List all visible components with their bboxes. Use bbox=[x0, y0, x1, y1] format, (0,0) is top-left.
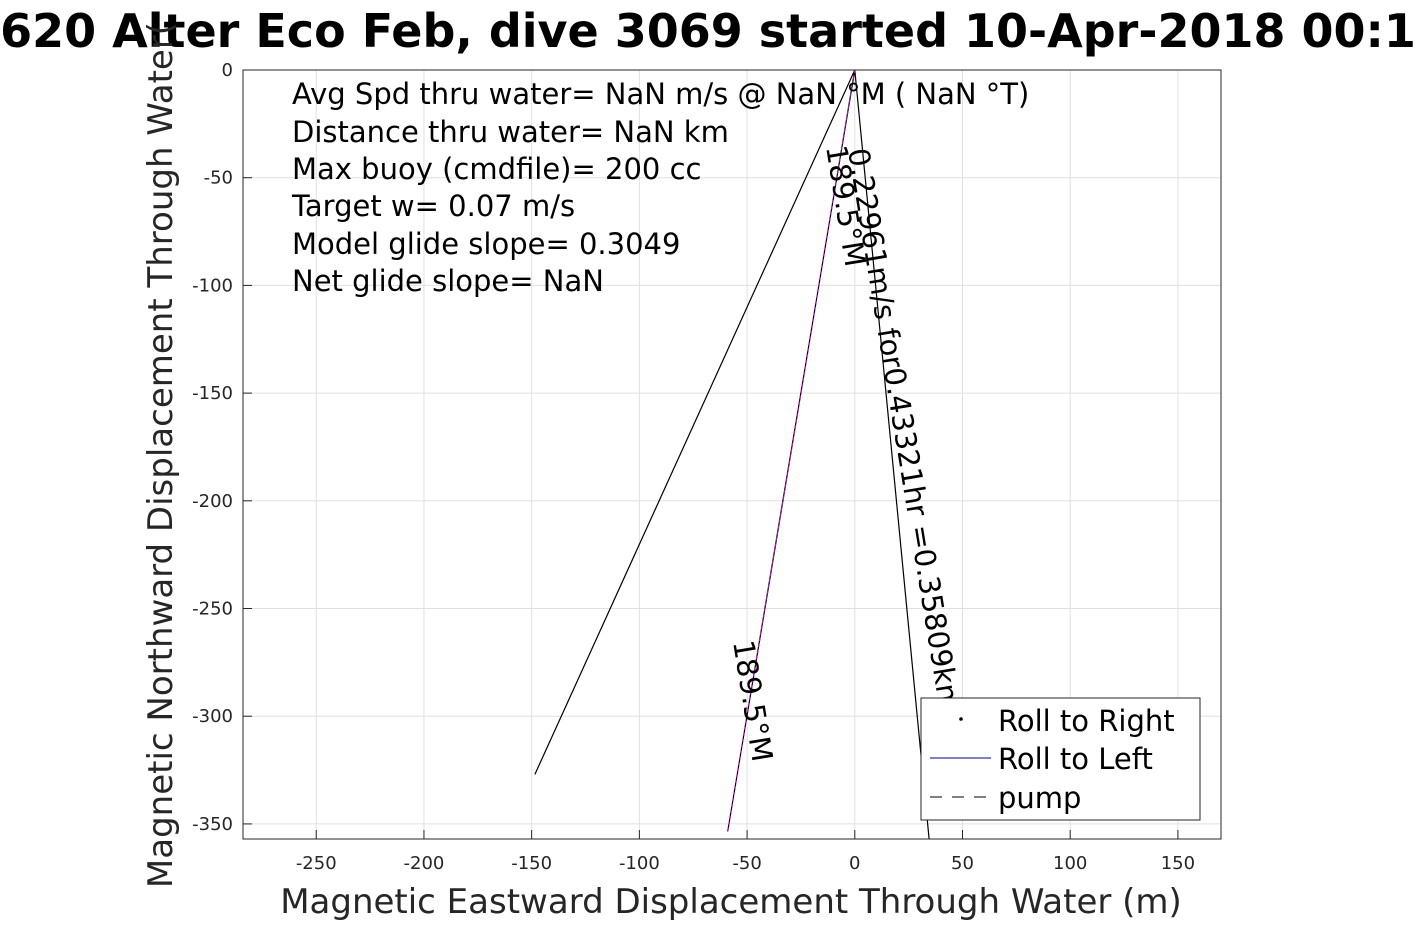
y-tick-label: -50 bbox=[204, 168, 233, 189]
plot-lines bbox=[534, 69, 930, 840]
info-text-block: Avg Spd thru water= NaN m/s @ NaN °M ( N… bbox=[291, 77, 1029, 298]
legend-marker-roll-right bbox=[959, 717, 963, 721]
x-tick-label: -50 bbox=[732, 853, 761, 874]
legend-label-roll-right: Roll to Right bbox=[998, 704, 1175, 738]
y-tick-label: -200 bbox=[192, 491, 233, 512]
y-axis-label: Magnetic Northward Displacement Through … bbox=[141, 22, 181, 888]
info-line-distance: Distance thru water= NaN km bbox=[292, 115, 729, 149]
info-line-max-buoy: Max buoy (cmdfile)= 200 cc bbox=[292, 152, 701, 186]
info-line-avg-speed: Avg Spd thru water= NaN m/s @ NaN °M ( N… bbox=[292, 77, 1029, 111]
x-tick-label: 100 bbox=[1053, 853, 1087, 874]
info-line-net-glide-slope: Net glide slope= NaN bbox=[292, 264, 604, 298]
track-line-2 bbox=[854, 69, 930, 840]
legend-label-roll-left: Roll to Left bbox=[998, 742, 1153, 776]
x-tick-label: -150 bbox=[511, 853, 552, 874]
info-line-model-glide-slope: Model glide slope= 0.3049 bbox=[292, 227, 680, 261]
x-tick-label: 150 bbox=[1161, 853, 1195, 874]
y-tick-label: -350 bbox=[192, 814, 233, 835]
chart-title: 620 Alter Eco Feb, dive 3069 started 10-… bbox=[0, 4, 1416, 58]
y-tick-label: 0 bbox=[222, 60, 233, 81]
legend-box bbox=[920, 697, 1201, 821]
x-tick-label: -200 bbox=[404, 853, 445, 874]
legend: Roll to Right Roll to Left pump bbox=[920, 697, 1201, 821]
track-line-1 bbox=[534, 69, 856, 775]
ticks bbox=[243, 69, 1179, 839]
x-axis-label: Magnetic Eastward Displacement Through W… bbox=[280, 882, 1182, 922]
x-tick-label: 0 bbox=[849, 853, 860, 874]
legend-label-pump: pump bbox=[998, 781, 1081, 815]
y-tick-label: -150 bbox=[192, 383, 233, 404]
tick-labels: -250 -200 -150 -100 -50 0 50 100 150 0 -50 -100 -150… bbox=[192, 60, 1195, 874]
info-line-target-w: Target w= 0.07 m/s bbox=[291, 189, 575, 223]
x-tick-label: 50 bbox=[951, 853, 974, 874]
y-tick-label: -250 bbox=[192, 599, 233, 620]
x-tick-label: -100 bbox=[619, 853, 660, 874]
track-line-4 bbox=[727, 69, 856, 832]
axes-box bbox=[242, 69, 1222, 840]
y-tick-label: -100 bbox=[192, 275, 233, 296]
y-tick-label: -300 bbox=[192, 706, 233, 727]
x-tick-label: -250 bbox=[296, 853, 337, 874]
